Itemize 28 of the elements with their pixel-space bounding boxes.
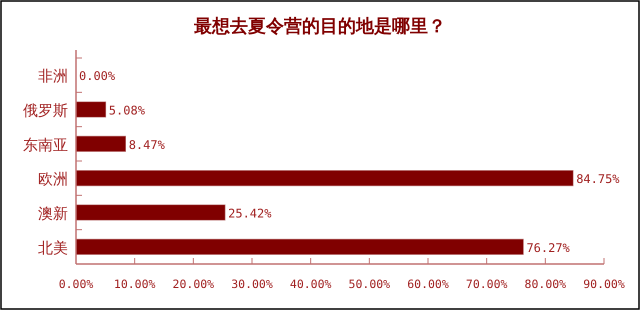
y-tick-label: 北美 [38,238,68,257]
bar [76,170,574,186]
y-tick-label: 俄罗斯 [23,102,68,120]
chart-title: 最想去夏令营的目的地是哪里？ [193,16,446,37]
x-tick-label: 0.00% [58,277,94,291]
y-tick-label: 澳新 [38,204,68,222]
data-label: 25.42% [228,206,272,220]
data-label: 8.47% [128,138,166,152]
data-label: 5.08% [108,104,146,118]
y-tick-label: 欧洲 [38,170,68,188]
x-tick-label: 60.00% [407,277,449,291]
data-label: 84.75% [576,172,620,186]
bar [76,136,126,152]
bar [76,238,524,255]
bar [76,101,106,118]
x-tick-label: 80.00% [524,277,566,291]
y-tick-label: 东南亚 [23,136,68,154]
x-tick-label: 10.00% [114,277,156,291]
y-tick-label: 非洲 [38,67,68,86]
x-tick-label: 20.00% [172,277,214,291]
x-tick-label: 30.00% [231,277,273,291]
x-tick-label: 50.00% [348,277,390,291]
bar [76,204,226,221]
data-label: 0.00% [79,69,116,84]
x-tick-label: 40.00% [290,277,332,291]
x-tick-label: 90.00% [583,277,625,291]
data-label: 76.27% [526,240,571,255]
x-tick-label: 70.00% [466,277,508,291]
